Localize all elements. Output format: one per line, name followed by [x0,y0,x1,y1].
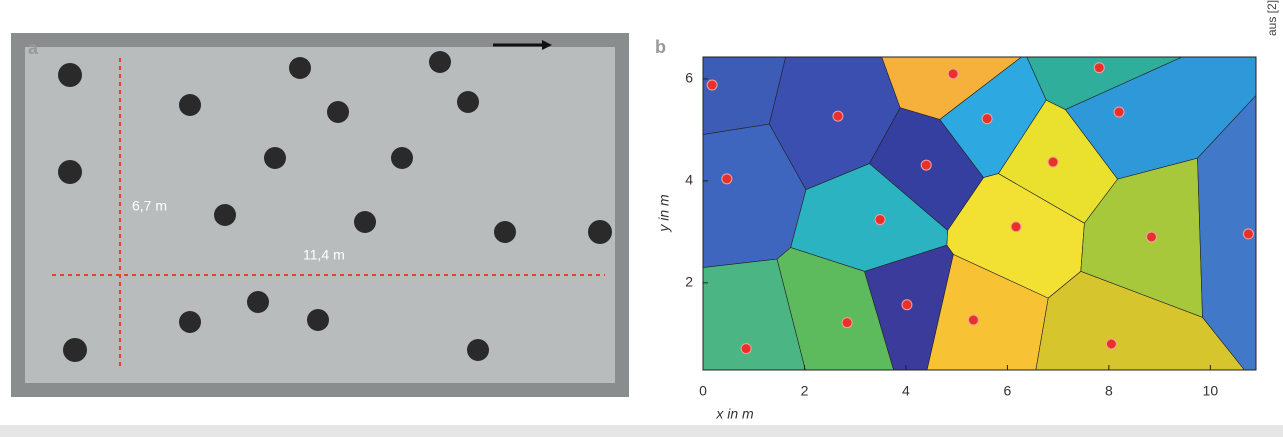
point [982,114,992,124]
x-tick-label: 4 [902,383,910,399]
y-axis-label: y in m [656,194,672,233]
x-tick-label: 6 [1004,383,1012,399]
y-tick-label: 2 [685,274,693,290]
point [707,80,717,90]
x-tick-label: 10 [1203,383,1219,399]
point [1094,63,1104,73]
point [741,344,751,354]
point [875,215,885,225]
y-tick-label: 6 [685,70,693,86]
point [902,300,912,310]
point [842,318,852,328]
photo: a 6,7 m 11,4 m [18,38,622,390]
point [1011,222,1021,232]
point [968,315,978,325]
point [1243,229,1253,239]
y-tick-label: 4 [685,172,693,188]
x-tick-label: 2 [801,383,809,399]
panel-label: b [655,37,666,57]
figure: a 6,7 m 11,4 m b aus [2] x in m y in m 0… [0,0,1283,437]
width-label: 6,7 m [132,198,167,214]
point [1146,232,1156,242]
point [948,69,958,79]
footer-band [0,425,1283,437]
x-tick-label: 0 [699,383,707,399]
source: aus [2] [1265,0,1279,36]
x-tick-label: 8 [1105,383,1113,399]
point [1048,157,1058,167]
point [722,174,732,184]
x-axis-label: x in m [715,406,754,422]
length-label: 11,4 m [303,247,345,263]
point [833,111,843,121]
point [1114,107,1124,117]
point [921,160,931,170]
panel-label: a [28,38,39,58]
photo-floor [18,40,622,390]
point [1106,339,1116,349]
